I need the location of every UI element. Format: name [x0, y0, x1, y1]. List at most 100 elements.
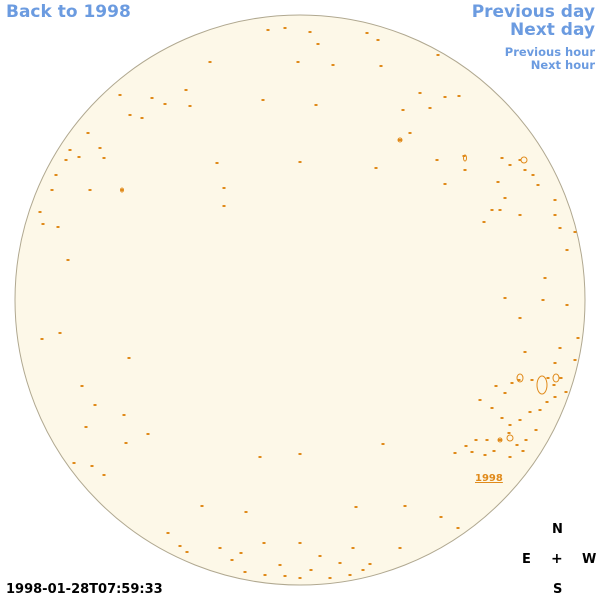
contour-loop	[536, 375, 548, 395]
contour-fragment	[80, 385, 84, 387]
contour-fragment	[122, 414, 126, 416]
previous-hour-link[interactable]: Previous hour	[504, 45, 595, 59]
compass-south: S	[553, 582, 563, 597]
contour-fragment	[166, 532, 170, 534]
contour-fragment	[418, 92, 422, 94]
contour-fragment	[184, 89, 188, 91]
contour-fragment	[558, 227, 562, 229]
contour-fragment	[298, 161, 302, 163]
contour-fragment	[510, 382, 514, 384]
contour-fragment	[266, 29, 270, 31]
compass-east: E	[522, 552, 531, 567]
contour-fragment	[490, 407, 494, 409]
contour-loop	[552, 373, 560, 383]
contour-fragment	[541, 299, 545, 301]
contour-fragment	[530, 379, 534, 381]
contour-fragment	[283, 27, 287, 29]
contour-fragment	[351, 547, 355, 549]
contour-fragment	[443, 96, 447, 98]
contour-fragment	[66, 259, 70, 261]
contour-fragment	[500, 157, 504, 159]
contour-fragment	[298, 577, 302, 579]
contour-fragment	[365, 32, 369, 34]
contour-fragment	[316, 43, 320, 45]
contour-fragment	[309, 569, 313, 571]
contour-fragment	[564, 391, 568, 393]
back-to-year-link[interactable]: Back to 1998	[6, 2, 131, 22]
contour-fragment	[573, 359, 577, 361]
contour-fragment	[296, 61, 300, 63]
contour-fragment	[200, 505, 204, 507]
contour-fragment	[140, 117, 144, 119]
contour-fragment	[503, 197, 507, 199]
contour-fragment	[283, 575, 287, 577]
contour-fragment	[120, 189, 124, 191]
contour-fragment	[368, 563, 372, 565]
contour-fragment	[331, 64, 335, 66]
contour-fragment	[457, 95, 461, 97]
contour-fragment	[41, 223, 45, 225]
next-day-link[interactable]: Next day	[510, 20, 595, 40]
contour-fragment	[185, 551, 189, 553]
contour-fragment	[215, 162, 219, 164]
contour-fragment	[463, 169, 467, 171]
contour-fragment	[243, 571, 247, 573]
contour-fragment	[86, 132, 90, 134]
contour-fragment	[543, 277, 547, 279]
contour-fragment	[146, 433, 150, 435]
contour-fragment	[490, 209, 494, 211]
previous-day-link[interactable]: Previous day	[471, 2, 595, 22]
contour-fragment	[308, 31, 312, 33]
contour-fragment	[534, 429, 538, 431]
contour-fragment	[558, 347, 562, 349]
contour-fragment	[483, 454, 487, 456]
contour-fragment	[90, 465, 94, 467]
contour-loop	[520, 156, 528, 164]
contour-fragment	[498, 209, 502, 211]
contour-fragment	[88, 189, 92, 191]
contour-fragment	[278, 564, 282, 566]
contour-fragment	[128, 114, 132, 116]
compass-center: +	[551, 551, 563, 567]
contour-fragment	[573, 231, 577, 233]
contour-fragment	[318, 555, 322, 557]
contour-fragment	[553, 396, 557, 398]
next-hour-link[interactable]: Next hour	[530, 58, 595, 72]
contour-fragment	[298, 542, 302, 544]
contour-fragment	[244, 511, 248, 513]
contour-fragment	[178, 545, 182, 547]
active-region-label[interactable]: 1998	[475, 473, 503, 484]
contour-fragment	[398, 139, 402, 141]
contour-loop	[497, 437, 503, 443]
contour-fragment	[379, 65, 383, 67]
contour-fragment	[523, 169, 527, 171]
contour-fragment	[98, 147, 102, 149]
contour-fragment	[328, 577, 332, 579]
contour-fragment	[376, 39, 380, 41]
contour-fragment	[188, 105, 192, 107]
contour-fragment	[482, 221, 486, 223]
contour-fragment	[361, 569, 365, 571]
contour-fragment	[230, 559, 234, 561]
contour-fragment	[553, 362, 557, 364]
contour-fragment	[524, 439, 528, 441]
contour-fragment	[222, 205, 226, 207]
contour-fragment	[127, 357, 131, 359]
contour-fragment	[518, 317, 522, 319]
contour-fragment	[565, 304, 569, 306]
contour-fragment	[559, 377, 563, 379]
contour-fragment	[77, 156, 81, 158]
contour-fragment	[124, 442, 128, 444]
contour-fragment	[58, 332, 62, 334]
contour-fragment	[261, 99, 265, 101]
contour-fragment	[496, 181, 500, 183]
contour-fragment	[381, 443, 385, 445]
contour-fragment	[68, 149, 72, 151]
contour-fragment	[553, 214, 557, 216]
contour-fragment	[498, 439, 502, 441]
contour-fragment	[239, 552, 243, 554]
contour-fragment	[298, 453, 302, 455]
contour-fragment	[102, 474, 106, 476]
contour-fragment	[408, 132, 412, 134]
